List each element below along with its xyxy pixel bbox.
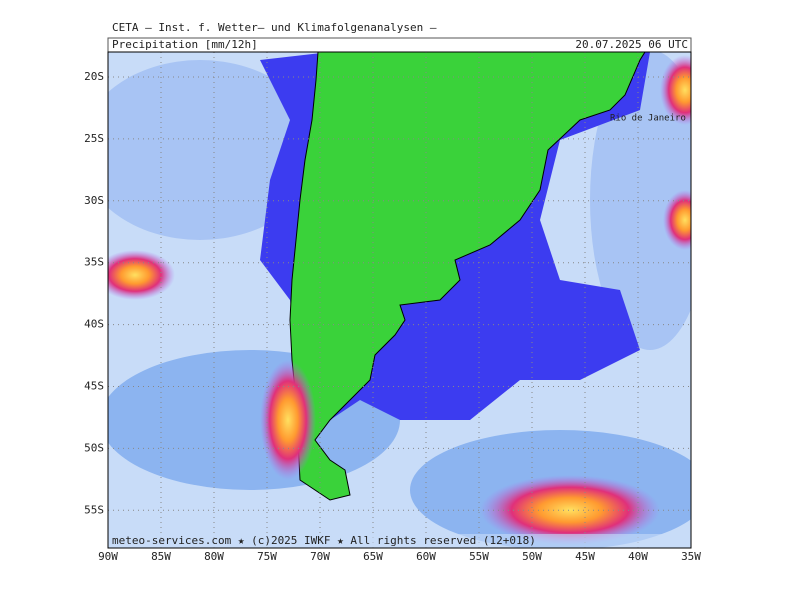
lon-label: 50W	[522, 550, 542, 563]
footer: meteo-services.com ★ (c)2025 IWKF ★ All …	[112, 534, 536, 547]
axis-labels: 20S 25S 30S 35S 40S 45S 50S 55S 90W 85W 80W 75W 70W 6…	[84, 70, 701, 563]
lon-label: 65W	[363, 550, 383, 563]
precip-low	[590, 52, 691, 350]
header-title: CETA — Inst. f. Wetter— und Klimafolgena…	[112, 21, 437, 34]
continent	[289, 52, 646, 501]
lon-label: 70W	[310, 550, 330, 563]
precip-high	[260, 360, 316, 480]
lon-label: 35W	[681, 550, 701, 563]
precip-high	[108, 250, 175, 300]
lat-label: 45S	[84, 380, 104, 393]
map-area: meteo-services.com ★ (c)2025 IWKF ★ All …	[108, 52, 691, 548]
precip-low	[108, 60, 320, 240]
lon-label: 75W	[257, 550, 277, 563]
lat-label: 30S	[84, 194, 104, 207]
lat-label: 35S	[84, 256, 104, 269]
lon-label: 85W	[151, 550, 171, 563]
lat-label: 55S	[84, 503, 104, 516]
lon-label: 60W	[416, 550, 436, 563]
precip-high	[660, 55, 691, 125]
lat-label: 25S	[84, 132, 104, 145]
lat-label: 50S	[84, 441, 104, 454]
precip-high	[663, 190, 691, 250]
lon-label: 45W	[575, 550, 595, 563]
lat-label: 20S	[84, 70, 104, 83]
lon-label: 55W	[469, 550, 489, 563]
product-label: Precipitation [mm/12h]	[112, 38, 258, 51]
lon-label: 90W	[98, 550, 118, 563]
graticule	[108, 52, 691, 548]
valid-time: 20.07.2025 06 UTC	[575, 38, 688, 51]
lon-label: 40W	[628, 550, 648, 563]
footer-band	[108, 534, 691, 548]
precip-high	[480, 475, 660, 545]
city-label: Rio de Janeiro	[610, 114, 686, 124]
lon-label: 80W	[204, 550, 224, 563]
lat-label: 40S	[84, 318, 104, 331]
map-frame	[107, 51, 692, 549]
